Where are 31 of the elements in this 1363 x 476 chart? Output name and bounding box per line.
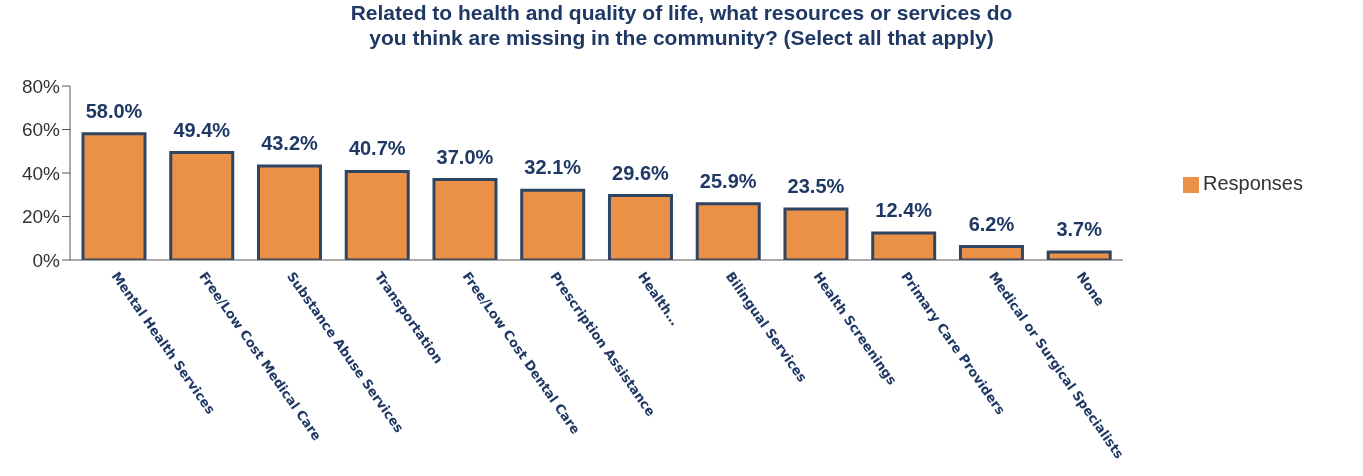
bar: [695, 202, 761, 260]
y-tick-label: 40%: [21, 162, 61, 184]
bar: [607, 194, 673, 260]
data-label: 49.4%: [173, 118, 231, 141]
bar: [783, 207, 849, 260]
data-label: 3.7%: [1056, 217, 1103, 240]
data-label: 6.2%: [968, 212, 1015, 235]
legend-label: Responses: [1202, 172, 1303, 194]
data-label: 23.5%: [787, 174, 845, 197]
bar: [871, 231, 937, 260]
bar: [520, 188, 586, 260]
y-tick-label: 80%: [21, 75, 61, 97]
data-label: 58.0%: [85, 99, 143, 122]
y-tick-label: 60%: [21, 119, 61, 141]
chart-title: Related to health and quality of life, what resources or services do you think are missing in the community? (Select all that apply): [349, 0, 1014, 51]
y-tick-label: 0%: [32, 249, 61, 271]
data-label: 25.9%: [699, 169, 757, 192]
bar: [81, 132, 147, 260]
data-label: 43.2%: [261, 132, 319, 155]
data-label: 29.6%: [612, 161, 670, 184]
bar: [256, 164, 322, 260]
bar: [1046, 250, 1112, 260]
data-label: 12.4%: [875, 199, 933, 222]
bar: [958, 245, 1024, 260]
y-tick-label: 20%: [21, 206, 61, 228]
bar: [432, 178, 498, 260]
data-label: 32.1%: [524, 156, 582, 179]
data-label: 40.7%: [348, 137, 406, 160]
data-label: 37.0%: [436, 145, 494, 168]
bar: [169, 151, 235, 260]
bar: [344, 169, 410, 260]
